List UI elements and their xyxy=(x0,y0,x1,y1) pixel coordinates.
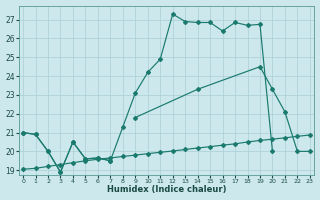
X-axis label: Humidex (Indice chaleur): Humidex (Indice chaleur) xyxy=(107,185,226,194)
